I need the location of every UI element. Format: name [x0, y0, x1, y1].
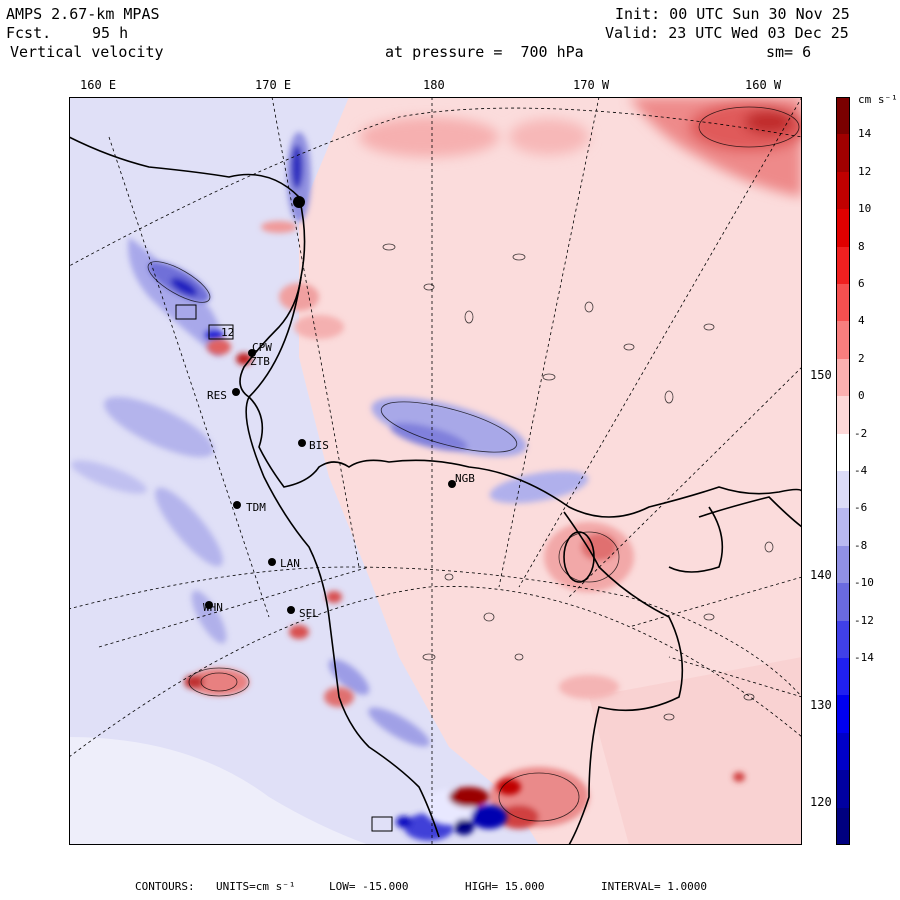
colorbar-tick-label: -12	[854, 613, 874, 627]
footer-high: HIGH= 15.000	[465, 880, 545, 893]
colorbar-segment	[836, 620, 850, 659]
colorbar	[836, 97, 850, 846]
colorbar-tick-label: -4	[854, 464, 868, 477]
footer-low: LOW= -15.000	[329, 880, 409, 893]
lon-label-180: 180	[423, 78, 445, 92]
colorbar-tick-label: 12	[858, 164, 872, 178]
colorbar-segment	[836, 171, 850, 210]
station-res: RES	[207, 389, 227, 402]
lon-label-170e: 170 E	[255, 78, 292, 92]
valid-time: Valid: 23 UTC Wed 03 Dec 25	[605, 24, 849, 42]
colorbar-tick-label: -2	[854, 426, 868, 440]
station-lan: LAN	[280, 557, 300, 570]
lon-label-170w: 170 W	[573, 78, 610, 92]
colorbar-segment	[836, 358, 850, 397]
station-bis: BIS	[309, 439, 329, 452]
colorbar-tick-label: 0	[858, 389, 865, 403]
footer-units: UNITS=cm s⁻¹	[216, 880, 296, 893]
lon-label-160e: 160 E	[80, 78, 117, 92]
forecast-hour: 95 h	[92, 24, 129, 42]
colorbar-tick-label: 4	[858, 314, 865, 328]
colorbar-segment	[836, 770, 850, 809]
colorbar-segment	[836, 545, 850, 584]
colorbar-tick-label: 6	[858, 277, 865, 290]
colorbar-segment	[836, 209, 850, 248]
colorbar-tick-label: -10	[854, 576, 874, 590]
station-ngb: NGB	[455, 472, 475, 485]
init-time: Init: 00 UTC Sun 30 Nov 25	[615, 5, 850, 23]
lon-label-160w: 160 W	[745, 78, 782, 92]
colorbar-tick-label: 10	[858, 202, 872, 216]
station-ztb: ZTB	[250, 355, 270, 368]
smoothing-setting: sm= 6	[766, 43, 812, 61]
footer-contours-label: CONTOURS:	[135, 880, 195, 893]
colorbar-segment	[836, 134, 850, 173]
field-name: Vertical velocity	[10, 43, 164, 61]
colorbar-units: cm s⁻¹	[858, 93, 898, 106]
station-cpw: CPW	[252, 341, 272, 354]
station-whn: WHN	[203, 601, 223, 614]
station-tdm: TDM	[246, 501, 266, 514]
colorbar-segment	[836, 246, 850, 285]
colorbar-tick-label: 2	[858, 351, 865, 365]
colorbar-segment	[836, 732, 850, 771]
footer-interval: INTERVAL= 1.0000	[601, 880, 707, 893]
colorbar-segment	[836, 583, 850, 622]
colorbar-tick-label: 14	[858, 127, 872, 141]
colorbar-tick-label: 8	[858, 239, 865, 253]
colorbar-segment	[836, 433, 850, 472]
colorbar-segment	[836, 508, 850, 547]
marker-label-12: 12	[221, 326, 235, 339]
colorbar-tick-label: -6	[854, 501, 868, 515]
colorbar-segment	[836, 284, 850, 322]
colorbar-segment	[836, 695, 850, 734]
colorbar-segment	[836, 396, 850, 435]
colorbar-segment	[836, 658, 850, 696]
pressure-level: at pressure = 700 hPa	[385, 43, 584, 61]
colorbar-segment	[836, 97, 850, 135]
positive-region	[299, 97, 802, 845]
colorbar-tick-label: -8	[854, 538, 868, 552]
colorbar-segment	[836, 321, 850, 360]
station-sel: SEL	[299, 607, 319, 620]
colorbar-tick-label: -14	[854, 651, 874, 664]
forecast-label: Fcst.	[6, 24, 52, 42]
colorbar-segment	[836, 807, 850, 846]
colorbar-frame	[836, 97, 850, 845]
colorbar-segment	[836, 471, 850, 509]
model-title: AMPS 2.67-km MPAS	[6, 5, 160, 23]
vertical-velocity-map	[69, 97, 802, 845]
